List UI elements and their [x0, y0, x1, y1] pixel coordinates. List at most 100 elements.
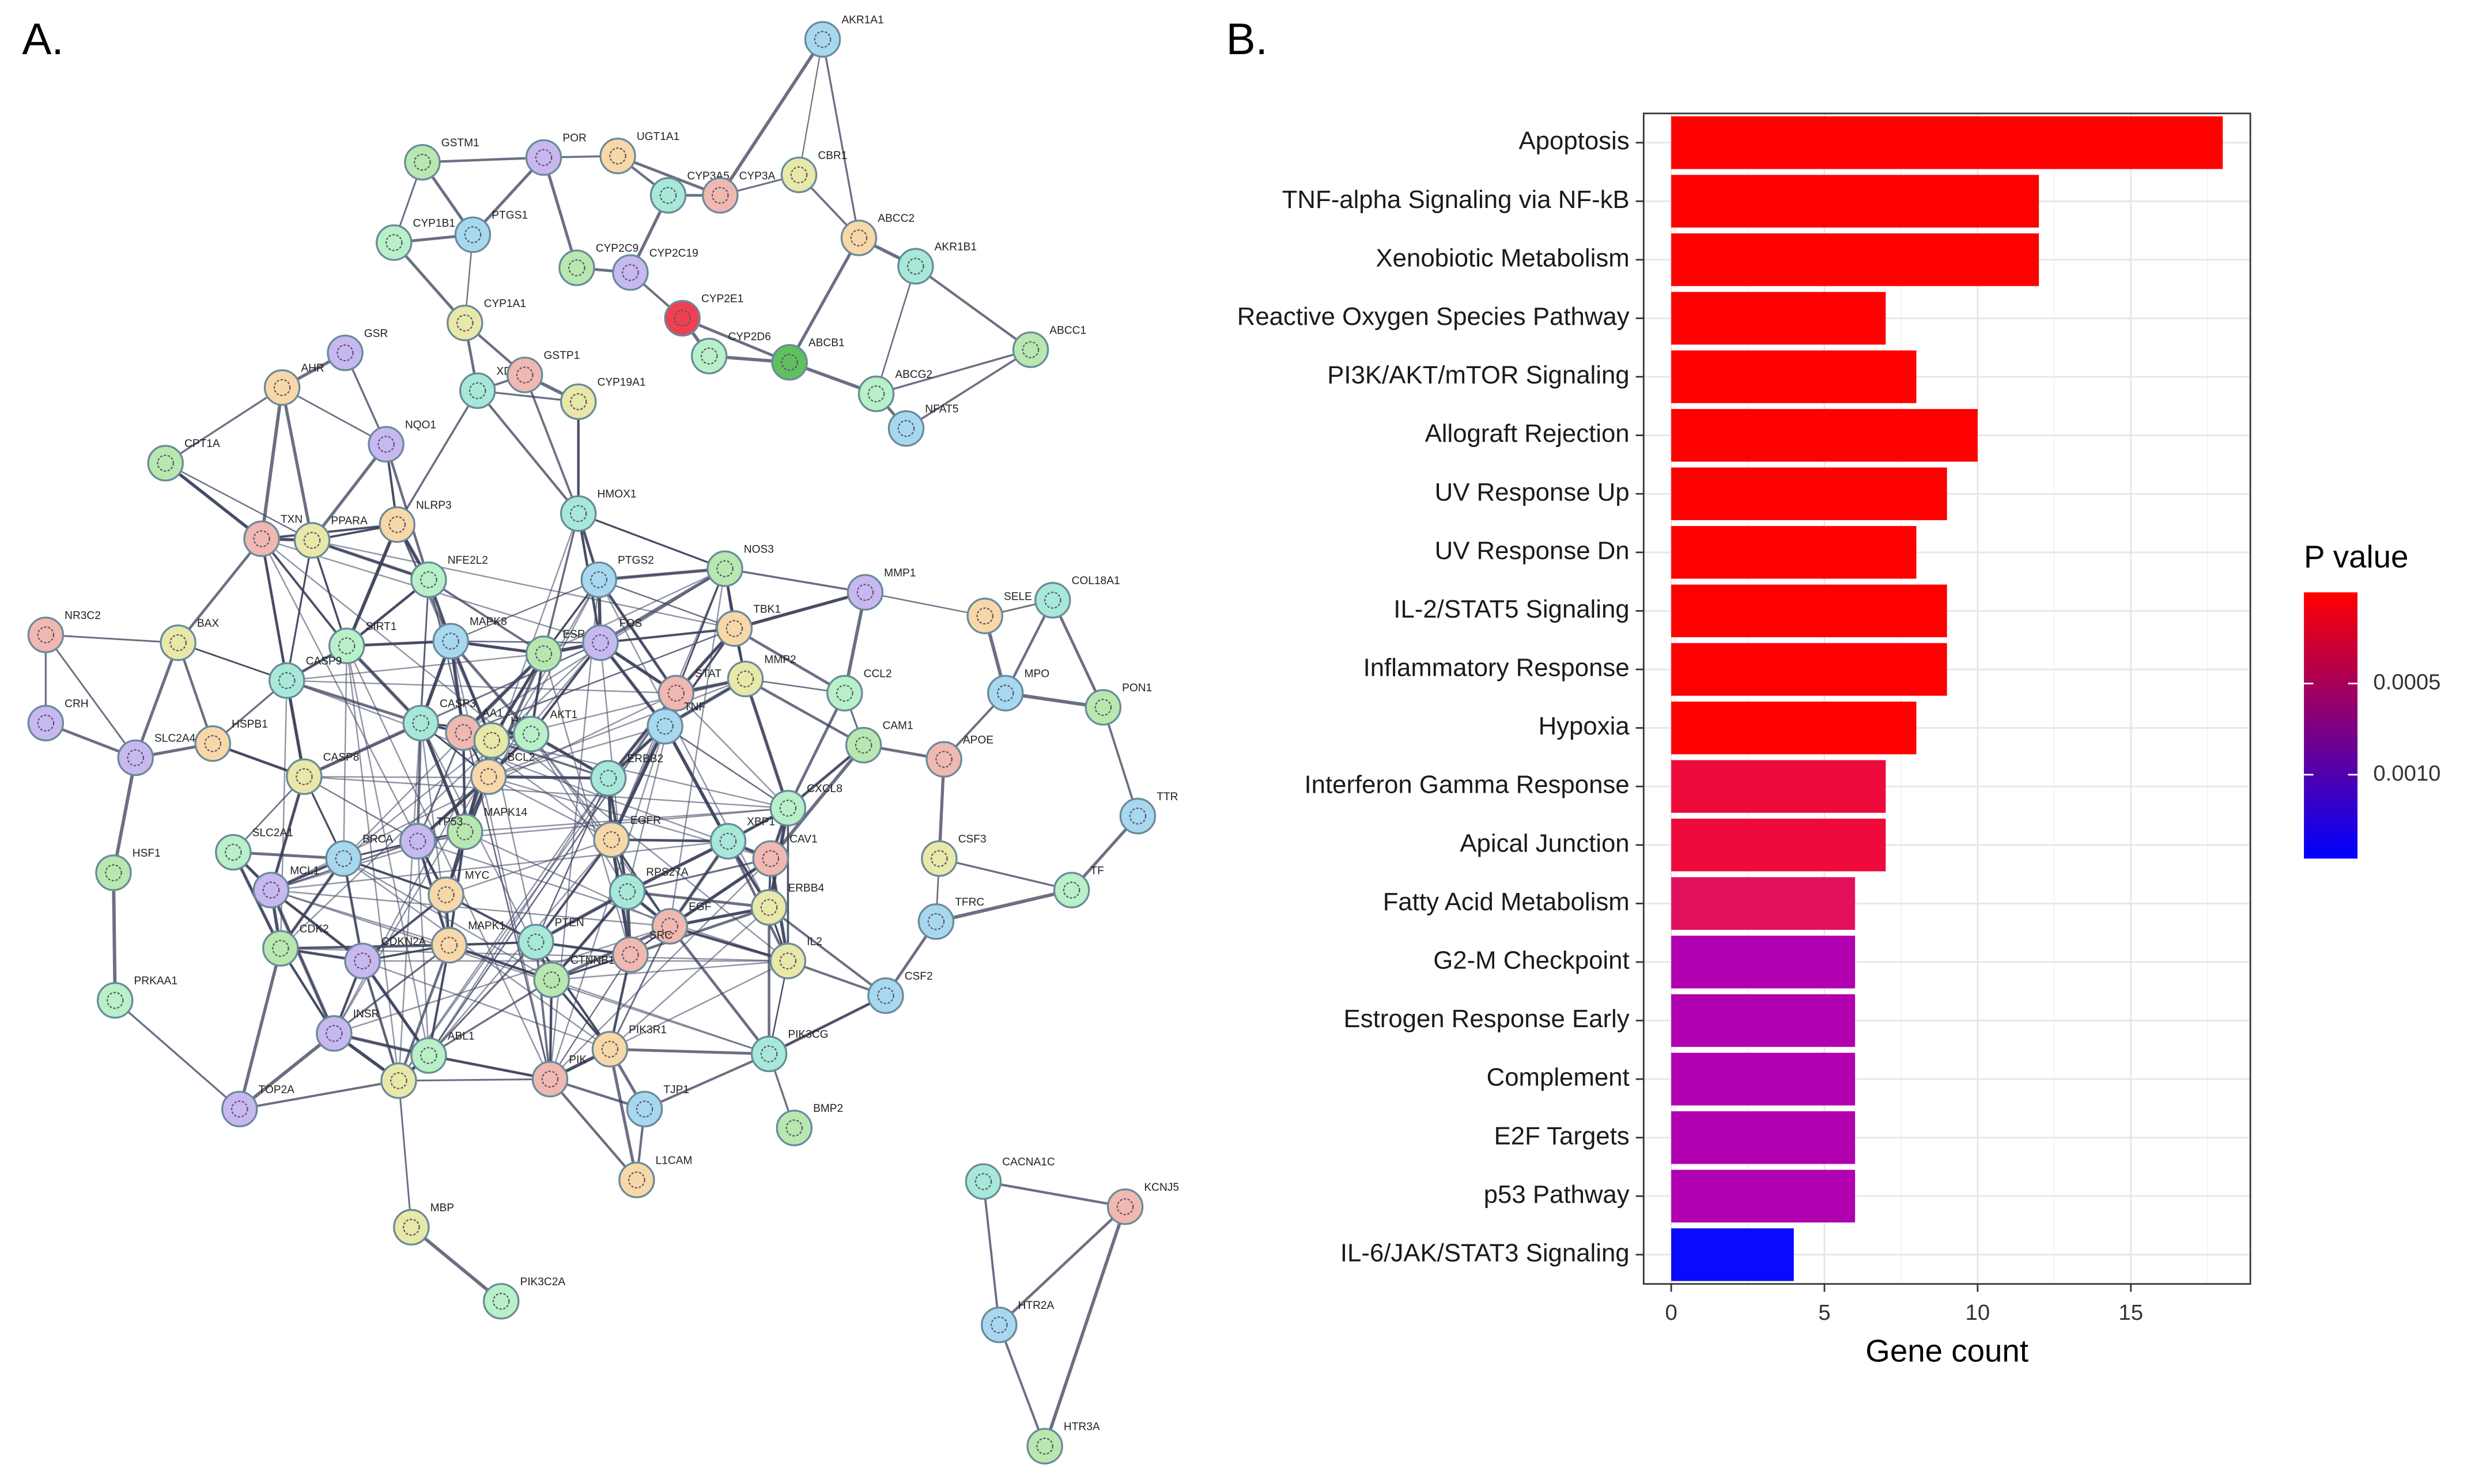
- network-node: [706, 550, 743, 587]
- network-edge: [286, 680, 677, 694]
- network-edge: [398, 692, 677, 1081]
- node-label: HMOX1: [597, 489, 636, 501]
- network-node: [771, 344, 808, 381]
- network-node: [609, 873, 646, 910]
- network-node: [533, 961, 570, 998]
- network-edge: [281, 387, 387, 445]
- network-edge: [535, 839, 613, 943]
- network-edge: [551, 979, 769, 1055]
- bar: [1671, 175, 2039, 228]
- node-icon: [661, 918, 679, 935]
- node-label: NOS3: [744, 543, 774, 555]
- network-node: [393, 1209, 430, 1246]
- y-tick-label: Allograft Rejection: [1425, 419, 1630, 448]
- node-label: BAX: [197, 618, 220, 630]
- network-node: [194, 725, 231, 762]
- node-icon: [455, 724, 472, 741]
- network-edge: [530, 642, 602, 735]
- node-icon: [1116, 1198, 1134, 1216]
- network-node: [410, 561, 447, 599]
- network-node: [618, 1161, 655, 1198]
- network-edge: [644, 1053, 770, 1111]
- network-edge: [821, 39, 860, 238]
- network-edge: [134, 642, 180, 759]
- node-label: CYP2C19: [649, 247, 698, 259]
- node-label: CASP8: [323, 751, 360, 763]
- network-edge: [286, 653, 544, 682]
- node-icon: [414, 153, 431, 171]
- node-label: GSTP1: [544, 350, 580, 362]
- network-node: [750, 1035, 788, 1073]
- node-icon: [296, 768, 313, 785]
- network-node: [690, 338, 728, 374]
- node-label: INSR: [353, 1008, 380, 1020]
- bar: [1671, 936, 1856, 989]
- node-icon: [543, 971, 560, 989]
- node-label: CYP2C9: [596, 243, 638, 255]
- network-node: [966, 597, 1003, 634]
- node-label: POR: [562, 132, 586, 145]
- x-axis-label: Gene count: [1865, 1332, 2028, 1368]
- network-edge: [998, 1206, 1127, 1326]
- network-edge: [983, 1180, 1125, 1208]
- network-edge: [1043, 1206, 1127, 1447]
- network-node: [1026, 1428, 1063, 1465]
- network-node: [368, 426, 405, 463]
- network-edge: [260, 538, 288, 681]
- network-edge: [398, 1078, 550, 1082]
- node-icon: [590, 571, 607, 589]
- network-node: [263, 369, 301, 406]
- node-icon: [335, 850, 352, 868]
- node-label: COL18A1: [1072, 575, 1120, 587]
- node-icon: [388, 516, 406, 533]
- network-node: [447, 304, 483, 342]
- node-label: CSF3: [958, 834, 987, 846]
- network-edge: [451, 640, 600, 643]
- network-node: [917, 903, 955, 940]
- network-node: [1106, 1188, 1144, 1225]
- network-node: [599, 138, 636, 175]
- network-node: [269, 662, 305, 699]
- node-icon: [867, 385, 885, 403]
- node-icon: [105, 864, 122, 881]
- network-edge: [542, 513, 580, 654]
- bar: [1671, 116, 2223, 169]
- network-node: [95, 854, 132, 891]
- node-label: SELE: [1004, 590, 1032, 603]
- node-icon: [354, 952, 371, 970]
- colorbar-tick-label: 0.0005: [2373, 670, 2440, 695]
- network-edge: [279, 680, 288, 949]
- node-label: CDKN2A: [381, 936, 426, 948]
- bar: [1671, 760, 1886, 813]
- network-edge: [939, 857, 1072, 891]
- node-label: AKT1: [550, 709, 577, 721]
- network-edge: [675, 692, 789, 809]
- node-icon: [785, 1119, 803, 1137]
- node-label: ABL1: [448, 1030, 475, 1042]
- node-icon: [1044, 592, 1061, 609]
- network-node: [590, 760, 627, 797]
- network-node: [328, 627, 365, 664]
- network-edge: [271, 889, 769, 1055]
- node-label: GSR: [364, 328, 388, 340]
- node-icon: [253, 530, 270, 548]
- node-icon: [169, 634, 187, 652]
- network-node: [582, 624, 619, 661]
- network-edge: [286, 679, 421, 725]
- node-icon: [37, 714, 55, 732]
- network-node: [752, 840, 789, 877]
- node-label: TNF: [684, 701, 705, 713]
- network-edge: [675, 568, 726, 694]
- node-icon: [390, 1072, 407, 1089]
- node-icon: [1129, 807, 1147, 825]
- node-label: MAPK8: [470, 616, 507, 628]
- network-edge: [865, 592, 985, 617]
- node-label: PTEN: [555, 917, 584, 929]
- network-edge: [428, 778, 609, 1056]
- node-label: NFAT5: [925, 403, 958, 415]
- node-label: MAPK14: [484, 807, 528, 819]
- network-edge: [419, 722, 467, 832]
- node-icon: [603, 831, 620, 849]
- network-edge: [523, 374, 580, 514]
- network-edge: [361, 960, 400, 1081]
